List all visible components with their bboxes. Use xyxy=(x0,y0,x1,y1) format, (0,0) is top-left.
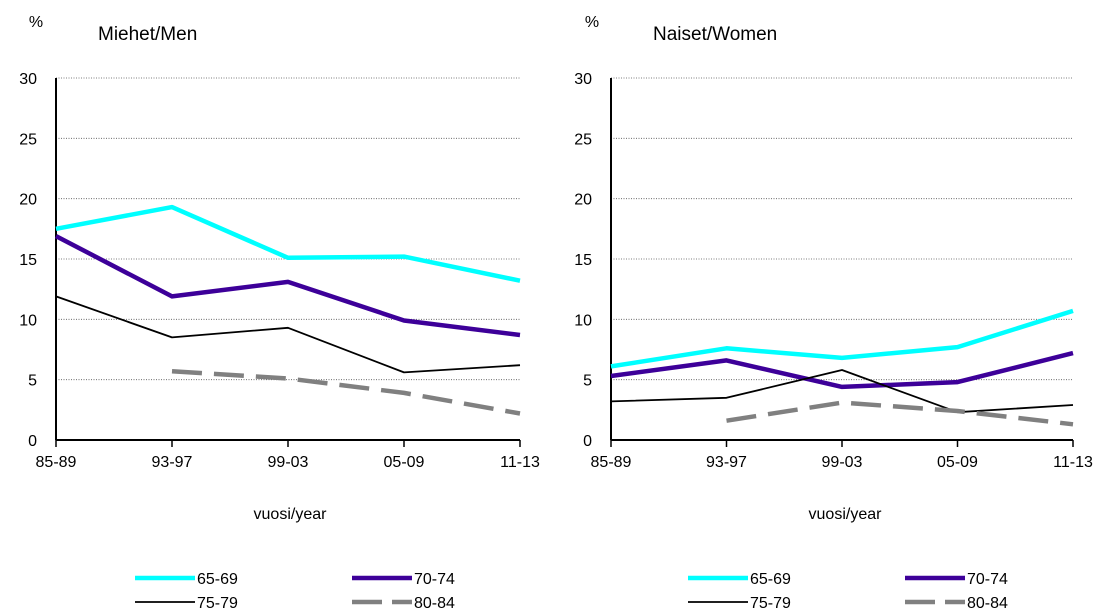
legend-label-80-84: 80-84 xyxy=(414,595,455,612)
y-tick-label: 10 xyxy=(19,312,37,329)
series-line-65-69 xyxy=(610,308,1074,369)
x-tick-label: 11-13 xyxy=(1053,454,1093,471)
legend-label-75-79: 75-79 xyxy=(197,595,238,612)
series-line-80-84 xyxy=(726,400,1074,427)
y-tick-label: 10 xyxy=(574,312,592,329)
series-line-65-69 xyxy=(55,204,521,283)
series-line-80-84 xyxy=(171,368,521,416)
legend-label-65-69: 65-69 xyxy=(197,571,238,588)
series-line-75-79 xyxy=(55,295,521,374)
chart-women: % Naiset/Women 0 5 10 15 20 25 30 85-89 93-97 99-03… xyxy=(552,0,1105,615)
x-tick-label: 85-89 xyxy=(591,454,632,471)
x-axis-label: vuosi/year xyxy=(809,506,883,523)
y-tick-label: 20 xyxy=(574,192,592,209)
y-tick-label: 5 xyxy=(583,373,592,390)
x-tick-label: 11-13 xyxy=(500,454,540,471)
legend-label-65-69: 65-69 xyxy=(750,571,791,588)
chart-title: Naiset/Women xyxy=(653,24,777,45)
x-axis-label: vuosi/year xyxy=(254,506,328,523)
y-tick-label: 15 xyxy=(574,252,592,269)
legend-label-70-74: 70-74 xyxy=(414,571,455,588)
x-tick-label: 05-09 xyxy=(937,454,978,471)
y-tick-label: 0 xyxy=(28,433,37,450)
y-tick-label: 25 xyxy=(574,131,592,148)
y-tick-label: 30 xyxy=(574,71,592,88)
legend-label-75-79: 75-79 xyxy=(750,595,791,612)
chart-men: % Miehet/Men 0 5 10 15 20 25 30 85-89 93-97 99-03 05… xyxy=(0,0,552,615)
y-tick-label: 0 xyxy=(583,433,592,450)
x-tick-label: 93-97 xyxy=(706,454,747,471)
y-tick-label: 15 xyxy=(19,252,37,269)
x-tick-label: 93-97 xyxy=(152,454,193,471)
legend-label-80-84: 80-84 xyxy=(967,595,1008,612)
chart-men-svg: % Miehet/Men 0 5 10 15 20 25 30 85-89 93-97 99-03 05… xyxy=(19,14,540,612)
y-tick-label: 20 xyxy=(19,192,37,209)
x-tick-label: 99-03 xyxy=(822,454,863,471)
x-tick-label: 85-89 xyxy=(36,454,77,471)
legend-label-70-74: 70-74 xyxy=(967,571,1008,588)
x-tick-label: 99-03 xyxy=(268,454,309,471)
y-axis-unit-label: % xyxy=(29,14,43,31)
y-tick-label: 25 xyxy=(19,131,37,148)
chart-title: Miehet/Men xyxy=(98,24,197,45)
y-tick-label: 30 xyxy=(19,71,37,88)
x-tick-label: 05-09 xyxy=(384,454,425,471)
chart-women-svg: % Naiset/Women 0 5 10 15 20 25 30 85-89 93-97 99-03… xyxy=(574,14,1093,612)
y-tick-label: 5 xyxy=(28,373,37,390)
y-axis-unit-label: % xyxy=(585,14,599,31)
series-line-70-74 xyxy=(54,234,521,338)
series-line-75-79 xyxy=(610,369,1074,414)
series-line-70-74 xyxy=(610,350,1074,390)
